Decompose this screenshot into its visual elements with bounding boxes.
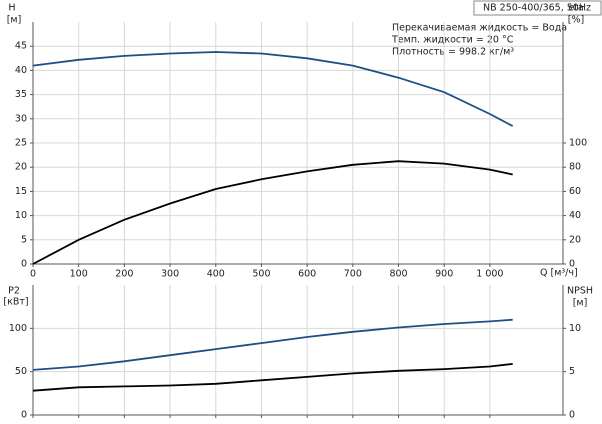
y-tick-label: 20 (15, 162, 27, 173)
series-line (32, 160, 513, 265)
y-tick-label: 0 (21, 259, 27, 270)
annotation: Темп. жидкости = 20 °C (391, 35, 514, 46)
series-line (32, 363, 513, 392)
x-label: Q [м³/ч] (540, 268, 578, 279)
chart-title: NB 250-400/365, 50Hz (483, 3, 591, 14)
x-tick-label: 100 (70, 269, 88, 280)
x-tick-label: 900 (435, 269, 453, 280)
y-tick-label: 15 (15, 186, 27, 197)
y-tick-label: 50 (15, 366, 27, 377)
y-tick-label: 10 (15, 210, 27, 221)
series-line (32, 51, 514, 127)
annotation: Плотность = 998.2 кг/м³ (392, 47, 514, 58)
y-label: P2 (8, 286, 20, 297)
y-tick-label: 40 (15, 65, 27, 76)
y2-tick-label: 0 (569, 259, 575, 270)
x-tick-label: 600 (298, 269, 316, 280)
y2-tick-label: 40 (569, 210, 581, 221)
y-tick-label: 5 (21, 234, 27, 245)
y2-tick-label: 80 (569, 162, 581, 173)
y2-tick-label: 60 (569, 186, 581, 197)
y2-unit: [м] (573, 298, 588, 309)
y2-label: NPSH (567, 286, 593, 297)
series-line (32, 318, 513, 371)
y2-tick-label: 5 (569, 366, 575, 377)
y-tick-label: 45 (15, 41, 27, 52)
y-label: H (8, 3, 15, 14)
y-tick-label: 30 (15, 113, 27, 124)
y-tick-label: 100 (9, 323, 27, 334)
y2-tick-label: 0 (569, 410, 575, 421)
x-tick-label: 200 (115, 269, 133, 280)
y-tick-label: 35 (15, 89, 27, 100)
x-tick-label: 700 (344, 269, 362, 280)
y2-tick-label: 100 (569, 138, 587, 149)
title-box (473, 0, 602, 16)
y-unit: [кВт] (3, 297, 28, 308)
x-tick-label: 1 000 (476, 269, 503, 280)
x-tick-label: 0 (30, 269, 36, 280)
y2-label: eta (568, 3, 583, 14)
x-tick-label: 500 (252, 269, 270, 280)
x-tick-label: 800 (389, 269, 407, 280)
x-tick-label: 300 (161, 269, 179, 280)
annotation: Перекачиваемая жидкость = Вода (392, 23, 567, 34)
y-tick-label: 25 (15, 138, 27, 149)
x-tick-label: 400 (207, 269, 225, 280)
y-unit: [м] (7, 15, 22, 26)
y-tick-label: 0 (21, 410, 27, 421)
y2-tick-label: 20 (569, 234, 581, 245)
y2-unit: [%] (568, 15, 584, 26)
y2-tick-label: 10 (569, 323, 581, 334)
